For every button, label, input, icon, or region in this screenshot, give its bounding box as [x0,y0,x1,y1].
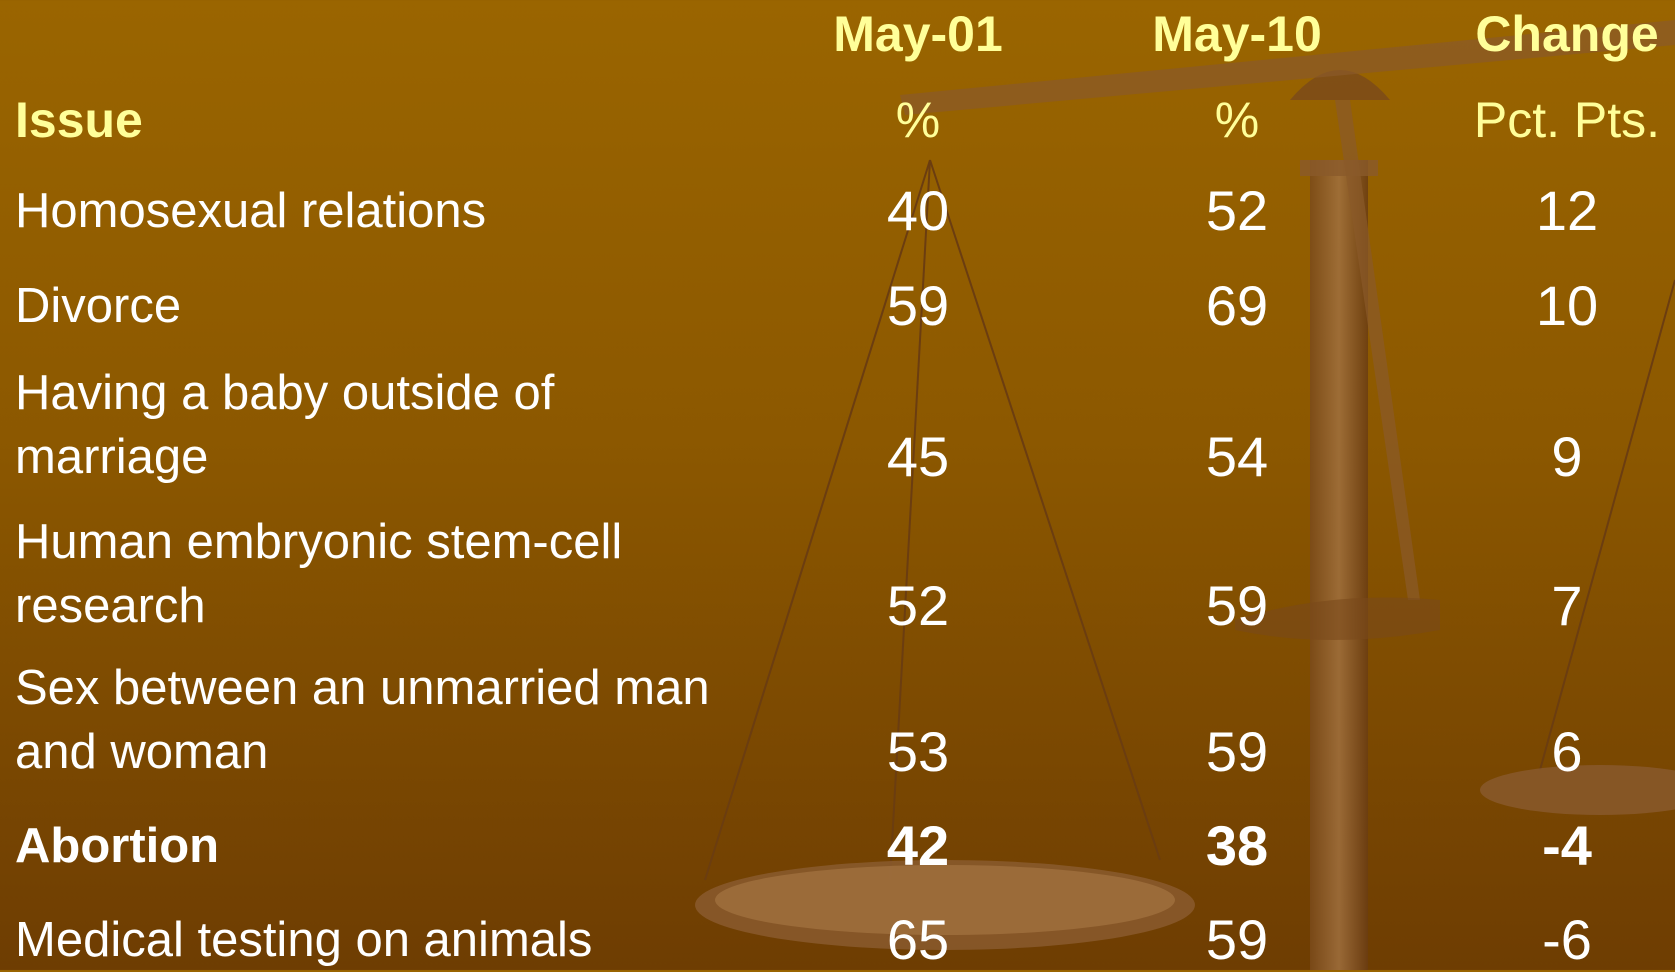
value-cell: 38 [1117,814,1357,878]
value-cell: 53 [798,720,1038,784]
value-cell: 59 [1117,574,1357,638]
value-cell: 59 [798,274,1038,338]
header-cell: May-10 [1117,2,1357,66]
header-cell: Change [1447,2,1675,66]
table-row: Medical testing on animals 65 59 -6 [0,908,1675,972]
subheader-cell: Issue [15,88,715,152]
value-cell: 45 [798,425,1038,489]
header-cell: May-01 [798,2,1038,66]
value-cell: 12 [1447,179,1675,243]
issue-cell: Abortion [15,814,715,878]
value-cell: 59 [1117,720,1357,784]
value-cell: 7 [1447,574,1675,638]
value-cell: -6 [1447,908,1675,972]
issue-cell: Divorce [15,274,715,338]
value-cell: 54 [1117,425,1357,489]
issue-cell: Sex between an unmarried man and woman [15,656,715,784]
value-cell: 40 [798,179,1038,243]
issue-cell: Homosexual relations [15,179,715,243]
table-row: Divorce 59 69 10 [0,274,1675,338]
value-cell: -4 [1447,814,1675,878]
header-row: May-01 May-10 Change [0,2,1675,66]
value-cell: 10 [1447,274,1675,338]
value-cell: 65 [798,908,1038,972]
value-cell: 52 [1117,179,1357,243]
value-cell: 9 [1447,425,1675,489]
value-cell: 42 [798,814,1038,878]
table-row: Homosexual relations 40 52 12 [0,179,1675,243]
subheader-cell: % [798,88,1038,152]
issue-cell: Medical testing on animals [15,908,715,972]
value-cell: 59 [1117,908,1357,972]
issue-cell: Having a baby outside of marriage [15,361,715,489]
subheader-cell: Pct. Pts. [1447,88,1675,152]
issue-cell: Human embryonic stem-cell research [15,510,715,638]
slide: May-01 May-10 Change Issue % % Pct. Pts.… [0,0,1675,970]
table-row: Having a baby outside of marriage 45 54 9 [0,361,1675,489]
value-cell: 52 [798,574,1038,638]
subheader-row: Issue % % Pct. Pts. [0,88,1675,152]
subheader-cell: % [1117,88,1357,152]
value-cell: 69 [1117,274,1357,338]
table-row: Human embryonic stem-cell research 52 59 7 [0,510,1675,638]
table-row: Abortion 42 38 -4 [0,814,1675,878]
value-cell: 6 [1447,720,1675,784]
table-row: Sex between an unmarried man and woman 53… [0,656,1675,784]
